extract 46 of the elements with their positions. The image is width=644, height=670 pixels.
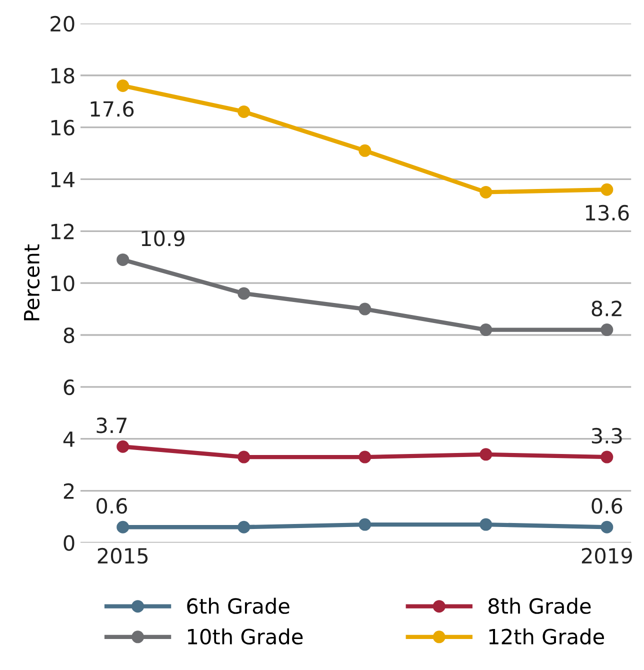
y-tick-label: 12 (51, 224, 74, 240)
legend-label: 8th Grade (488, 598, 591, 614)
x-tick-label: 2019 (582, 548, 632, 564)
point (358, 144, 372, 157)
data-label: 0.6 (96, 498, 127, 514)
y-tick-label: 20 (50, 16, 74, 32)
data-label: 10.9 (142, 230, 184, 246)
point (116, 520, 130, 534)
y-tick-label: 2 (64, 483, 74, 499)
point (358, 518, 372, 531)
point (238, 287, 250, 300)
y-tick-label: 10 (51, 276, 74, 292)
point (238, 450, 250, 464)
point (238, 520, 250, 534)
y-tick-label: 18 (51, 68, 74, 84)
point (600, 183, 614, 196)
data-label: 3.3 (592, 428, 622, 444)
point (116, 80, 130, 92)
point (358, 450, 372, 464)
x-tick-label: 2015 (98, 548, 148, 564)
point (116, 253, 130, 266)
point (116, 440, 130, 453)
y-tick-label: 4 (63, 432, 74, 447)
y-tick-label: 0 (64, 535, 74, 551)
point (480, 186, 492, 198)
y-tick-label: 8 (64, 327, 74, 344)
data-label: 17.6 (90, 101, 134, 117)
data-label: 0.6 (592, 498, 622, 514)
point (480, 448, 492, 461)
data-label: 13.6 (586, 204, 629, 221)
point (600, 450, 614, 464)
data-label: 3.7 (96, 417, 127, 434)
point (600, 520, 614, 534)
legend-label: 12th Grade (489, 628, 604, 645)
point (358, 302, 372, 316)
y-tick-label: 14 (51, 172, 74, 188)
y-tick-label: 6 (64, 379, 74, 396)
y-axis-title: Percent (24, 244, 40, 320)
data-label: 8.2 (592, 300, 622, 316)
y-tick-label: 16 (51, 120, 74, 136)
point (480, 518, 492, 531)
legend-label: 6th Grade (187, 598, 290, 614)
point (600, 324, 614, 336)
point (480, 324, 492, 336)
legend-label: 10th Grade (188, 628, 303, 645)
point (238, 105, 250, 118)
